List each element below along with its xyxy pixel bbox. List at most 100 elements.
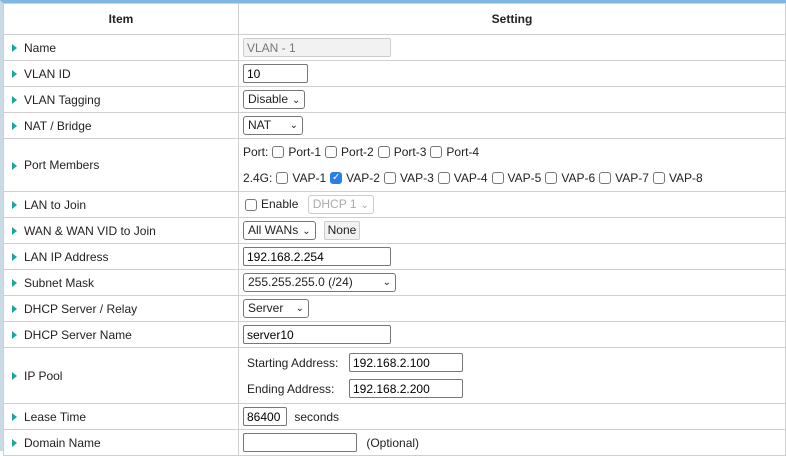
start-address-field[interactable] xyxy=(349,353,463,372)
vap-5-label: VAP-5 xyxy=(507,171,542,185)
label: LAN IP Address xyxy=(24,249,109,264)
end-label: Ending Address: xyxy=(247,381,335,396)
row-port-members: Port Members Port: Port-1 Port-2 Port-3 … xyxy=(3,138,786,192)
vap-2-label: VAP-2 xyxy=(346,171,380,185)
vap-4-checkbox[interactable] xyxy=(437,172,450,184)
port-1-label: Port-1 xyxy=(288,145,322,159)
triangle-icon xyxy=(12,70,17,79)
vap-1-label: VAP-1 xyxy=(292,171,327,185)
label: DHCP Server / Relay xyxy=(24,301,138,316)
port-3-checkbox[interactable] xyxy=(377,146,390,158)
port-4-checkbox[interactable] xyxy=(430,146,443,158)
wan-select[interactable]: All WANs ⌄ xyxy=(243,221,316,240)
start-line: Starting Address: xyxy=(243,350,781,376)
label: WAN & WAN VID to Join xyxy=(24,223,156,238)
nat-bridge-select[interactable]: NAT ⌄ xyxy=(243,116,303,135)
dhcp-join-select[interactable]: DHCP 1 ⌄ xyxy=(307,195,374,214)
port-1-checkbox[interactable] xyxy=(272,146,285,158)
end-address-field[interactable] xyxy=(349,379,463,398)
lan-ip-field[interactable] xyxy=(243,247,391,266)
lease-time-field[interactable] xyxy=(243,407,287,426)
select-value: Server xyxy=(248,301,284,315)
row-ip-pool: IP Pool Starting Address: Ending Address… xyxy=(3,347,786,404)
chevron-down-icon: ⌄ xyxy=(295,303,304,314)
start-label: Starting Address: xyxy=(247,355,339,370)
port-2-checkbox[interactable] xyxy=(325,146,338,158)
vap-8-checkbox[interactable] xyxy=(652,172,665,184)
triangle-icon xyxy=(12,161,17,170)
vap-1-checkbox[interactable] xyxy=(276,172,289,184)
dhcp-mode-select[interactable]: Server ⌄ xyxy=(243,299,309,318)
select-value: DHCP 1 xyxy=(312,197,357,211)
vap-7-label: VAP-7 xyxy=(615,171,649,185)
label: Lease Time xyxy=(24,409,87,424)
port-4-label: Port-4 xyxy=(446,145,480,159)
subnet-select[interactable]: 255.255.255.0 (/24) ⌄ xyxy=(243,273,396,292)
label: Port Members xyxy=(24,158,100,172)
optional-hint: (Optional) xyxy=(366,435,420,450)
select-value: 255.255.255.0 (/24) xyxy=(248,275,353,289)
setting-header: Setting xyxy=(238,3,786,35)
name-field[interactable] xyxy=(243,38,391,57)
triangle-icon xyxy=(12,122,17,131)
item-header: Item xyxy=(3,3,239,35)
vap-3-checkbox[interactable] xyxy=(383,172,396,184)
chevron-down-icon: ⌄ xyxy=(360,200,369,211)
row-dhcp: DHCP Server / Relay Server ⌄ xyxy=(3,295,786,322)
row-domain: Domain Name (Optional) xyxy=(3,429,786,456)
enable-checkbox[interactable] xyxy=(245,198,257,211)
row-tagging: VLAN Tagging Disable ⌄ xyxy=(3,86,786,113)
vap-6-label: VAP-6 xyxy=(561,171,596,185)
lease-unit: seconds xyxy=(294,409,340,424)
wifi-label: 2.4G: xyxy=(243,171,273,185)
label: VLAN Tagging xyxy=(24,92,101,107)
domain-name-field[interactable] xyxy=(243,433,357,452)
end-line: Ending Address: xyxy=(243,376,781,402)
vap-4-label: VAP-4 xyxy=(453,171,488,185)
row-nat: NAT / Bridge NAT ⌄ xyxy=(3,112,786,139)
triangle-icon xyxy=(12,44,17,53)
label: VLAN ID xyxy=(24,66,71,81)
triangle-icon xyxy=(12,331,17,340)
vap-3-label: VAP-3 xyxy=(399,171,434,185)
vlan-id-field[interactable] xyxy=(243,64,308,83)
select-value: Disable xyxy=(248,92,289,106)
chevron-down-icon: ⌄ xyxy=(382,277,391,288)
chevron-down-icon: ⌄ xyxy=(289,120,298,131)
row-name: Name xyxy=(3,34,786,61)
vap-5-checkbox[interactable] xyxy=(491,172,504,184)
triangle-icon xyxy=(12,96,17,105)
vap-6-checkbox[interactable] xyxy=(545,172,558,184)
vap-8-label: VAP-8 xyxy=(668,171,703,185)
row-lan-ip: LAN IP Address xyxy=(3,243,786,270)
row-wan: WAN & WAN VID to Join All WANs ⌄ None xyxy=(3,217,786,244)
chevron-down-icon: ⌄ xyxy=(292,95,301,106)
port-3-label: Port-3 xyxy=(393,145,427,159)
label: Name xyxy=(24,40,57,55)
triangle-icon xyxy=(12,372,17,381)
triangle-icon xyxy=(12,201,17,210)
none-button[interactable]: None xyxy=(323,221,361,240)
vap-2-checkbox[interactable]: ✓ xyxy=(330,172,343,184)
select-value: All WANs xyxy=(248,223,299,237)
select-value: NAT xyxy=(248,118,272,132)
vap-7-checkbox[interactable] xyxy=(599,172,612,184)
table-header: Item Setting xyxy=(3,3,786,35)
port-2-label: Port-2 xyxy=(341,145,374,159)
vlan-tagging-select[interactable]: Disable ⌄ xyxy=(243,90,306,109)
triangle-icon xyxy=(12,227,17,236)
row-vlan-id: VLAN ID xyxy=(3,60,786,87)
label: Subnet Mask xyxy=(24,275,95,290)
label: IP Pool xyxy=(24,368,63,383)
row-lease: Lease Time seconds xyxy=(3,403,786,430)
dhcp-server-name-field[interactable] xyxy=(243,325,391,344)
enable-label: Enable xyxy=(261,197,299,211)
triangle-icon xyxy=(12,253,17,262)
triangle-icon xyxy=(12,279,17,288)
label: NAT / Bridge xyxy=(24,118,92,133)
chevron-down-icon: ⌄ xyxy=(302,226,311,237)
triangle-icon xyxy=(12,413,17,422)
triangle-icon xyxy=(12,439,17,448)
